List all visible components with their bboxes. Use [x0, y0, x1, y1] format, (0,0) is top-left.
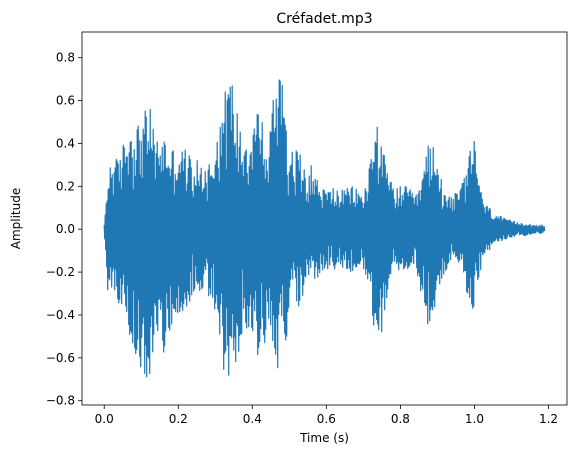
y-axis-label: Amplitude: [9, 188, 23, 250]
plot-content: [103, 79, 546, 378]
y-tick-label: 0.6: [56, 94, 75, 108]
y-tick-label: −0.8: [46, 394, 75, 408]
y-tick-label: 0.8: [56, 51, 75, 65]
y-tick-label: 0.0: [56, 222, 75, 236]
x-tick-label: 0.2: [169, 412, 188, 426]
x-tick-label: 1.2: [539, 412, 558, 426]
chart-title: Créfadet.mp3: [276, 11, 372, 27]
y-tick-label: −0.4: [46, 308, 75, 322]
x-tick-label: 0.6: [317, 412, 336, 426]
y-tick-label: −0.2: [46, 265, 75, 279]
y-tick-label: 0.2: [56, 179, 75, 193]
plot-frame: [81, 31, 568, 406]
x-tick-label: 0.4: [243, 412, 262, 426]
y-tick-label: 0.4: [56, 136, 75, 150]
x-axis-label: Time (s): [299, 431, 349, 445]
x-tick-label: 0.8: [391, 412, 410, 426]
x-axis: 0.0 0.2 0.4 0.6 0.8 1.0 1.2: [95, 405, 558, 426]
x-tick-label: 0.0: [95, 412, 114, 426]
waveform-series-line: [103, 79, 546, 378]
y-axis: −0.8 −0.6 −0.4 −0.2 0.0 0.2 0.4 0.6 0.8: [46, 51, 82, 408]
y-tick-label: −0.6: [46, 351, 75, 365]
x-tick-label: 1.0: [465, 412, 484, 426]
